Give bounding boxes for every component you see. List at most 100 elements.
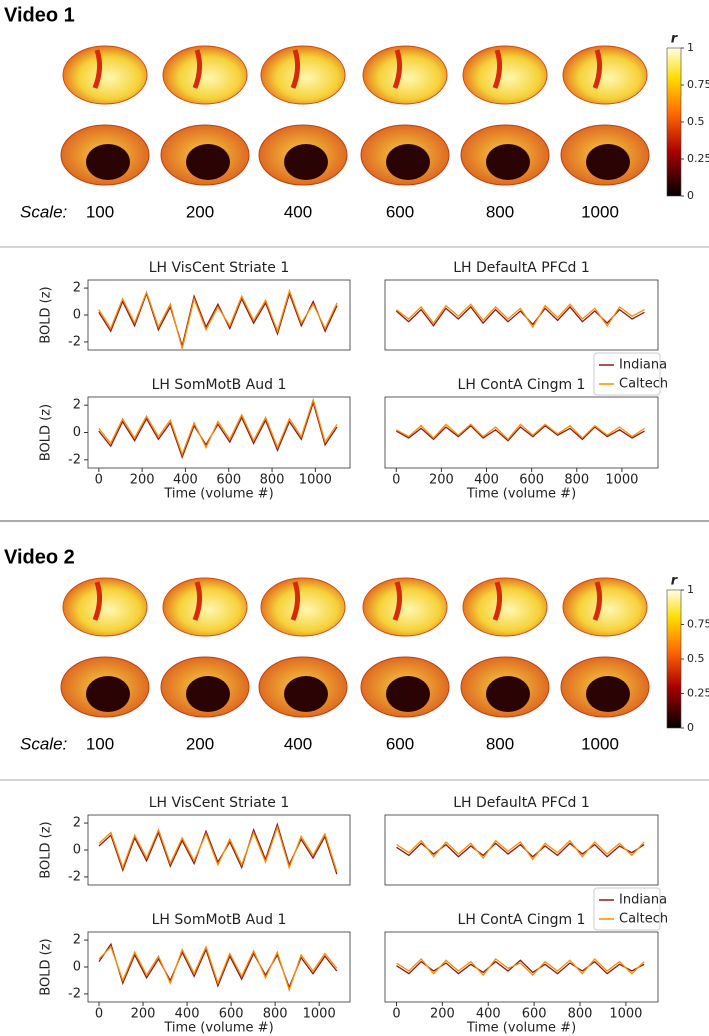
plot-frame <box>87 396 351 469</box>
plot-frame <box>87 931 351 1003</box>
x-tick-label: 1000 <box>609 1007 642 1022</box>
y-axis-label: BOLD (z) <box>39 821 54 878</box>
y-tick-label: 0 <box>73 425 81 440</box>
x-tick-label: 200 <box>131 1007 156 1022</box>
scale-value: 200 <box>186 202 214 221</box>
brain-sulcus <box>392 49 403 89</box>
x-tick-label: 600 <box>522 1007 547 1022</box>
trace <box>396 957 645 977</box>
plot-frame <box>384 814 659 886</box>
brain-lateral <box>62 45 148 105</box>
brain-lateral <box>562 45 648 105</box>
legend-label: Caltech <box>619 377 668 392</box>
brain-sulcus <box>492 49 503 89</box>
brain-sulcus <box>290 49 301 89</box>
x-tick-label: 1000 <box>303 1007 336 1022</box>
brain-medial-wall <box>586 144 630 180</box>
legend-label: Caltech <box>619 912 668 927</box>
scale-label: Scale: <box>20 734 68 753</box>
brain-lateral <box>362 45 448 105</box>
legend-label: Indiana <box>619 893 667 908</box>
y-tick-label: 2 <box>73 933 81 948</box>
section-title: Video 2 <box>4 546 75 568</box>
x-tick-label: 800 <box>564 473 589 488</box>
brain-sulcus <box>192 581 203 621</box>
trace <box>395 423 645 441</box>
brain-medial-wall <box>86 676 130 712</box>
y-tick-label: -2 <box>68 986 81 1001</box>
brain-sulcus <box>290 581 301 621</box>
x-axis-label: Time (volume #) <box>163 1021 273 1036</box>
section-title: Video 1 <box>4 4 75 26</box>
chart-title: LH DefaultA PFCd 1 <box>453 795 589 811</box>
brain-medial-wall <box>486 676 530 712</box>
plot-frame <box>384 279 659 351</box>
y-axis-label: BOLD (z) <box>39 286 54 343</box>
chart-title: LH ContA Cingm 1 <box>458 377 586 393</box>
brain-lateral <box>462 577 548 637</box>
trace <box>395 303 645 329</box>
brain-sulcus <box>92 581 103 621</box>
brain-medial-wall <box>386 144 430 180</box>
plot-frame <box>87 279 351 351</box>
x-tick-label: 0 <box>95 1007 103 1022</box>
scale-value: 800 <box>486 202 514 221</box>
brain-sulcus <box>492 581 503 621</box>
x-tick-label: 200 <box>429 473 454 488</box>
scale-value: 100 <box>86 734 114 753</box>
colorbar-label: r <box>671 32 679 47</box>
y-tick-label: -2 <box>68 334 81 349</box>
brain-sulcus <box>392 581 403 621</box>
colorbar-tick-label: 0.5 <box>687 652 705 665</box>
x-tick-label: 600 <box>216 473 241 488</box>
x-tick-label: 1000 <box>605 473 638 488</box>
x-tick-label: 800 <box>263 1007 288 1022</box>
brain-medial-wall <box>284 676 328 712</box>
x-axis-label: Time (volume #) <box>163 487 273 502</box>
y-axis-label: BOLD (z) <box>39 938 54 995</box>
chart-title: LH DefaultA PFCd 1 <box>453 260 589 276</box>
colorbar-tick-label: 0.5 <box>687 115 705 128</box>
x-tick-label: 400 <box>173 473 198 488</box>
colorbar-tick-label: 0.75 <box>687 78 709 91</box>
y-tick-label: 2 <box>73 816 81 831</box>
brain-medial-wall <box>586 676 630 712</box>
scale-value: 600 <box>386 734 414 753</box>
brain-medial-wall <box>186 676 230 712</box>
x-tick-label: 0 <box>392 1007 400 1022</box>
chart-title: LH VisCent Striate 1 <box>149 260 290 276</box>
x-axis-label: Time (volume #) <box>466 487 576 502</box>
legend-label: Indiana <box>619 358 667 373</box>
scale-value: 400 <box>284 734 312 753</box>
x-tick-label: 600 <box>519 473 544 488</box>
trace <box>98 291 338 349</box>
x-tick-label: 600 <box>219 1007 244 1022</box>
x-tick-label: 400 <box>474 473 499 488</box>
trace <box>395 424 645 442</box>
plot-frame <box>384 396 659 469</box>
y-tick-label: 0 <box>73 843 81 858</box>
scale-label: Scale: <box>20 202 68 221</box>
colorbar-tick-label: 0.25 <box>687 152 709 165</box>
x-tick-label: 0 <box>392 473 400 488</box>
scale-value: 200 <box>186 734 214 753</box>
chart-title: LH VisCent Striate 1 <box>149 795 290 811</box>
brain-medial-wall <box>86 144 130 180</box>
y-tick-label: 0 <box>73 960 81 975</box>
plot-frame <box>87 814 351 886</box>
scale-value: 600 <box>386 202 414 221</box>
brain-lateral <box>462 45 548 105</box>
trace <box>396 839 645 861</box>
brain-medial-wall <box>486 144 530 180</box>
trace <box>98 824 338 872</box>
y-tick-label: 2 <box>73 281 81 296</box>
colorbar <box>666 589 682 729</box>
x-axis-label: Time (volume #) <box>466 1021 576 1036</box>
scale-value: 400 <box>284 202 312 221</box>
colorbar-label: r <box>671 574 679 589</box>
y-tick-label: 0 <box>73 308 81 323</box>
y-axis-label: BOLD (z) <box>39 404 54 461</box>
plot-frame <box>384 931 659 1003</box>
brain-medial-wall <box>186 144 230 180</box>
